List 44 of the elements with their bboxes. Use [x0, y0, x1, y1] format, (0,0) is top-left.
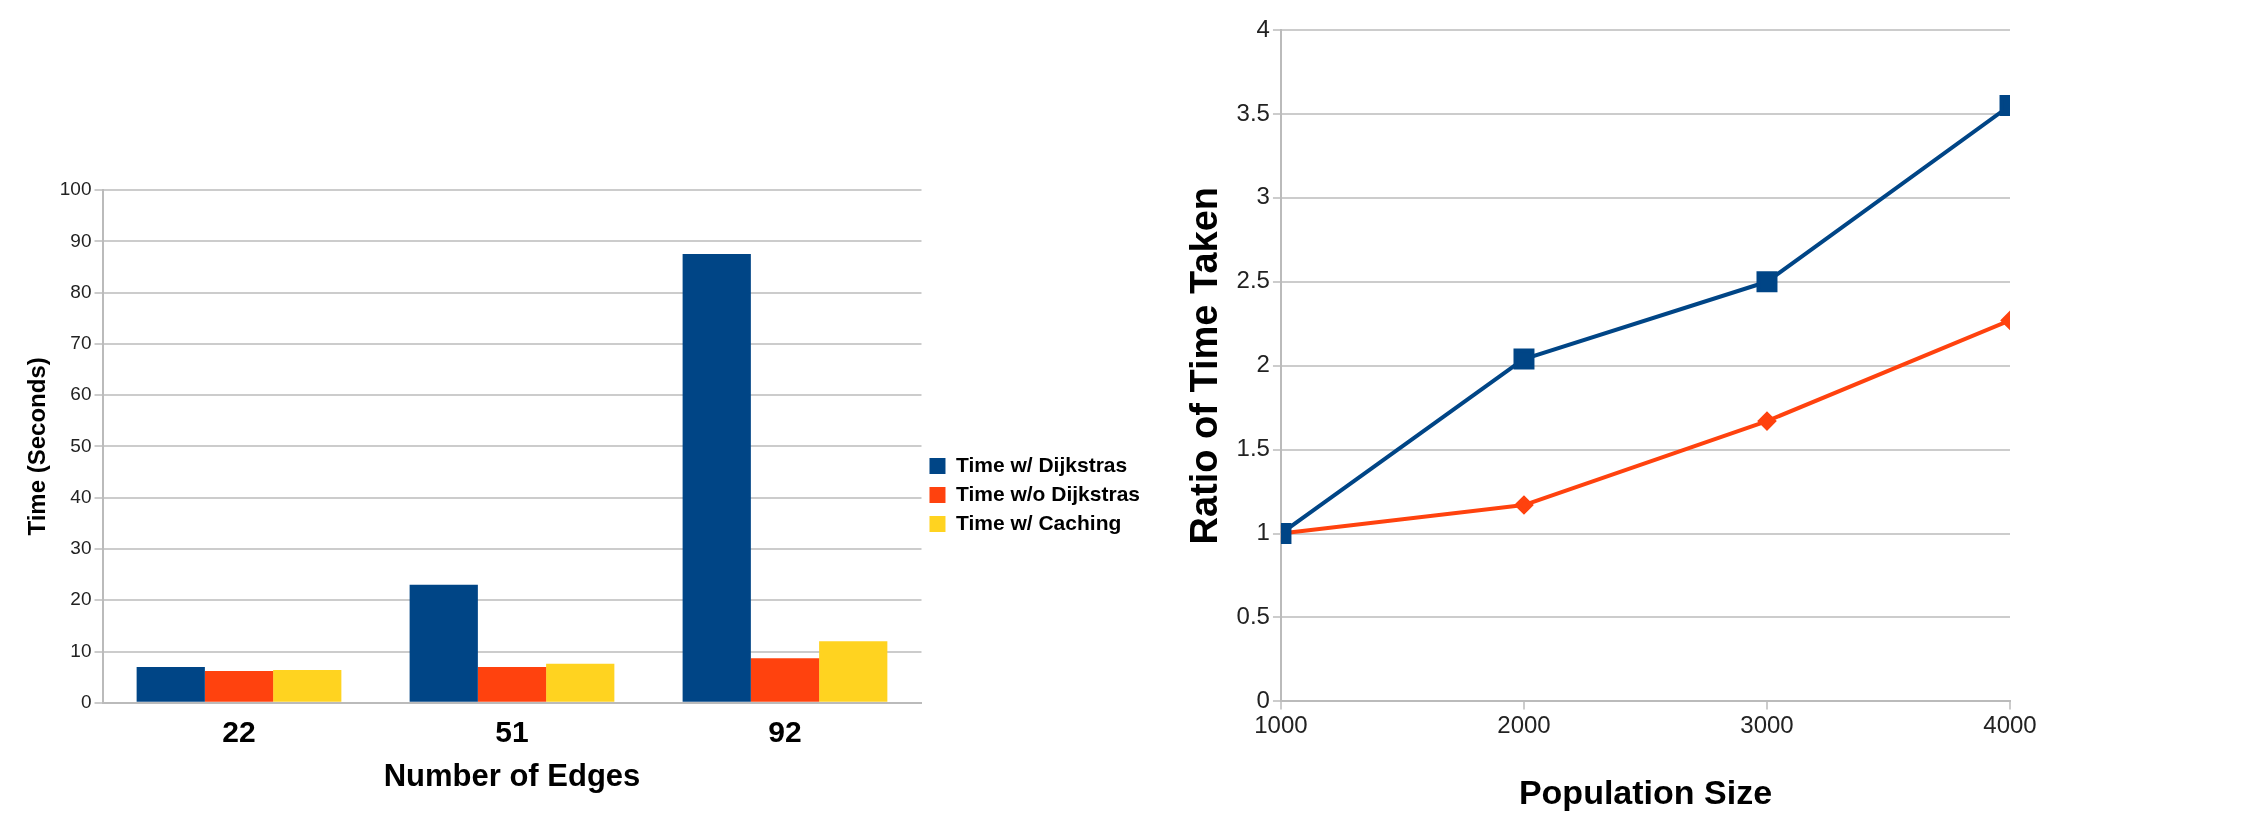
- y-tick-label: 3: [1256, 182, 1270, 210]
- bar: [750, 658, 820, 702]
- x-tick-label: 2000: [1497, 711, 1551, 739]
- x-axis-title: Number of Edges: [383, 757, 641, 793]
- bar: [409, 584, 478, 702]
- bar: [682, 254, 751, 702]
- y-tick-label: 20: [70, 588, 92, 610]
- y-axis-title: Time (Seconds): [23, 357, 51, 536]
- y-tick-label: 0.5: [1236, 602, 1270, 630]
- y-tick-label: 100: [59, 178, 92, 200]
- y-tick-label: 2: [1256, 350, 1270, 378]
- legend-label: Time w/ Dijkstras: [955, 452, 1128, 476]
- x-tick-label: 4000: [1983, 711, 2037, 739]
- y-tick-label: 50: [70, 434, 92, 456]
- y-tick-label: 10: [70, 639, 92, 661]
- point: [1757, 412, 1776, 431]
- y-tick-label: 70: [70, 332, 92, 354]
- bar: [204, 671, 274, 702]
- y-tick-label: 1.5: [1236, 434, 1270, 462]
- x-axis-title: Population Size: [1518, 772, 1773, 811]
- y-tick-label: 30: [70, 537, 92, 559]
- bar: [546, 663, 615, 702]
- bar: [273, 669, 342, 702]
- bar: [136, 666, 205, 702]
- y-tick-label: 2.5: [1236, 266, 1270, 294]
- y-axis-title: Ratio of Time Taken: [1183, 186, 1226, 545]
- y-tick-label: 1: [1256, 518, 1270, 546]
- legend-label: Time w/o Dijkstras: [955, 481, 1141, 505]
- y-tick-label: 3.5: [1236, 98, 1270, 126]
- bar: [477, 666, 547, 702]
- y-tick-label: 40: [70, 485, 92, 507]
- legend-label: Time w/ Caching: [955, 510, 1122, 534]
- x-tick-label: 22: [222, 715, 256, 749]
- y-tick-label: 90: [70, 229, 92, 251]
- y-tick-label: 0: [1256, 686, 1270, 714]
- x-tick-label: 3000: [1740, 711, 1794, 739]
- x-tick-label: 92: [768, 715, 802, 749]
- y-tick-label: 60: [70, 383, 92, 405]
- y-tick-label: 4: [1256, 14, 1270, 42]
- x-tick-label: 51: [495, 715, 529, 749]
- x-tick-label: 1000: [1254, 711, 1308, 739]
- bar: [819, 641, 888, 702]
- y-tick-label: 80: [70, 280, 92, 302]
- y-tick-label: 0: [80, 691, 92, 713]
